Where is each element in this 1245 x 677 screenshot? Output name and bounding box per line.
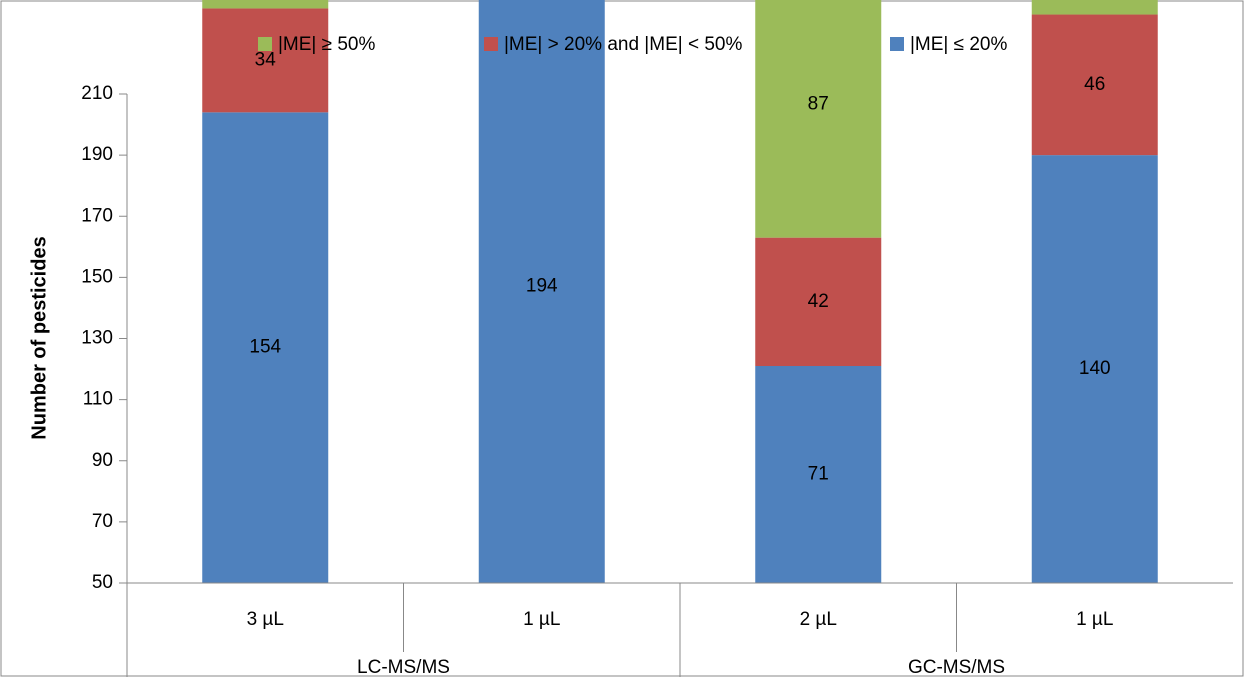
bar-segment [755,366,882,583]
x-tick-label: 1 µL [523,609,560,630]
value-label: 87 [808,94,829,115]
x-tick-label: 1 µL [1076,609,1113,630]
legend-label: |ME| > 20% and |ME| < 50% [504,34,742,55]
legend-swatch [484,37,498,51]
legend-swatch [258,37,272,51]
bar-segment [202,8,329,113]
y-tick-label: 90 [92,450,113,471]
value-label: 140 [1079,358,1111,379]
y-tick-label: 130 [81,328,113,349]
value-label: 194 [526,276,558,297]
legend-swatch [890,37,904,51]
bar-segment [755,237,882,367]
bar-segment [478,0,605,583]
x-tick-label: 3 µL [247,609,284,630]
bar-segment [202,112,329,584]
bar-segment [1031,155,1158,583]
bar-segment [755,0,882,238]
y-tick-label: 70 [92,511,113,532]
value-label: 154 [249,337,281,358]
y-tick-label: 150 [81,266,113,287]
bar-segment [1031,14,1158,156]
group-label: LC-MS/MS [357,657,450,677]
bar-segment [202,0,329,9]
value-label: 46 [1084,74,1105,95]
value-label: 14 [1084,0,1106,3]
legend-label: |ME| ≥ 50% [278,34,375,55]
x-tick-label: 2 µL [800,609,837,630]
y-tick-label: 210 [81,83,113,104]
y-axis-label: Number of pesticides [28,236,50,439]
value-label: 42 [808,291,829,312]
value-label: 71 [808,464,829,485]
group-label: GC-MS/MS [908,657,1005,677]
value-label: 34 [255,49,277,70]
y-tick-label: 190 [81,144,113,165]
y-tick-label: 170 [81,205,113,226]
legend-label: |ME| ≤ 20% [910,34,1007,55]
y-tick-label: 50 [92,572,113,593]
bar-segment [1031,0,1158,15]
y-tick-label: 110 [83,389,113,410]
